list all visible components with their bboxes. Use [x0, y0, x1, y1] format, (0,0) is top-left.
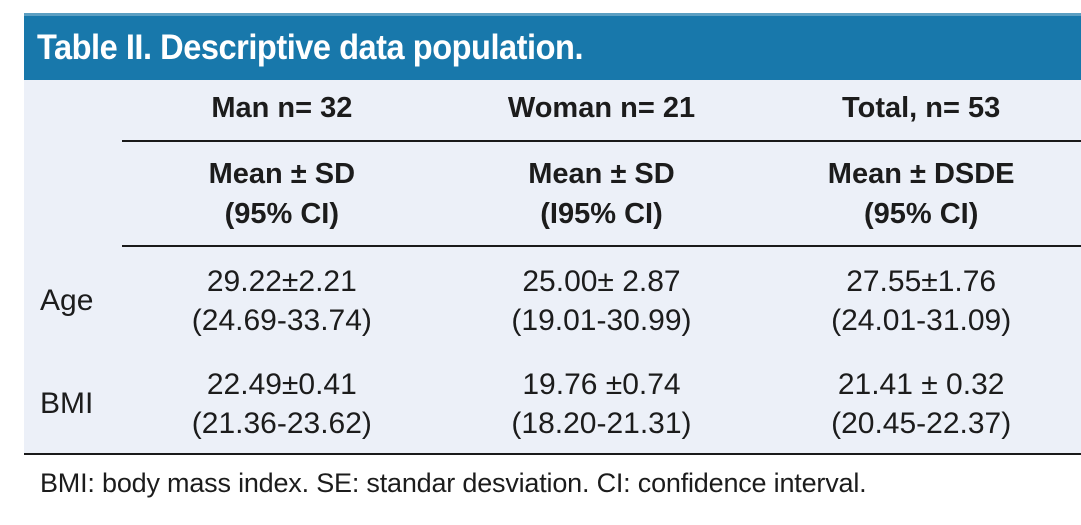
- subheader-total-line2: (95% CI): [863, 197, 979, 230]
- bmi-total-mean: 21.41 ± 0.32: [837, 368, 1005, 401]
- age-woman-mean: 25.00± 2.87: [522, 265, 681, 298]
- subheader-man-line1: Mean ± SD: [208, 157, 356, 190]
- column-header-total: Total, n= 53: [761, 80, 1081, 142]
- subheader-man: Mean ± SD (95% CI): [122, 142, 442, 247]
- bmi-woman-mean: 19.76 ±0.74: [522, 368, 681, 401]
- row-label-bmi: BMI: [40, 387, 94, 420]
- age-man-ci: (24.69-33.74): [191, 304, 372, 337]
- column-header-man: Man n= 32: [122, 80, 442, 142]
- column-header-woman: Woman n= 21: [441, 80, 762, 142]
- subheader-man-line2: (95% CI): [224, 197, 340, 230]
- table-footnote: BMI: body mass index. SE: standar desvia…: [40, 468, 867, 498]
- subheader-woman: Mean ± SD (I95% CI): [441, 142, 762, 247]
- age-man-mean: 29.22±2.21: [206, 265, 357, 298]
- table-title-bar: Table II. Descriptive data population.: [24, 13, 1081, 80]
- subheader-total-line1: Mean ± DSDE: [827, 157, 1015, 190]
- bmi-woman-ci: (18.20-21.31): [511, 407, 692, 440]
- bmi-man-cell: 22.49±0.41 (21.36-23.62): [122, 355, 442, 453]
- subheader-total: Mean ± DSDE (95% CI): [761, 142, 1081, 247]
- age-total-cell: 27.55±1.76 (24.01-31.09): [761, 247, 1081, 355]
- subheader-spacer: [24, 142, 122, 247]
- subheader-woman-line1: Mean ± SD: [528, 157, 675, 190]
- table-title: Table II. Descriptive data population.: [37, 28, 584, 67]
- age-woman-cell: 25.00± 2.87 (19.01-30.99): [442, 247, 762, 355]
- bmi-man-mean: 22.49±0.41: [206, 368, 357, 401]
- row-label-age: Age: [40, 284, 94, 317]
- age-man-cell: 29.22±2.21 (24.69-33.74): [122, 247, 442, 355]
- bmi-woman-cell: 19.76 ±0.74 (18.20-21.31): [442, 355, 762, 453]
- age-total-mean: 27.55±1.76: [846, 265, 997, 298]
- bmi-total-cell: 21.41 ± 0.32 (20.45-22.37): [761, 355, 1081, 453]
- header-corner-spacer: [24, 80, 122, 142]
- age-total-ci: (24.01-31.09): [831, 304, 1012, 337]
- bmi-man-ci: (21.36-23.62): [191, 407, 372, 440]
- bmi-total-ci: (20.45-22.37): [831, 407, 1012, 440]
- age-woman-ci: (19.01-30.99): [511, 304, 692, 337]
- descriptive-data-table: Man n= 32 Woman n= 21 Total, n= 53 Mean …: [24, 80, 1081, 455]
- subheader-woman-line2: (I95% CI): [540, 197, 663, 230]
